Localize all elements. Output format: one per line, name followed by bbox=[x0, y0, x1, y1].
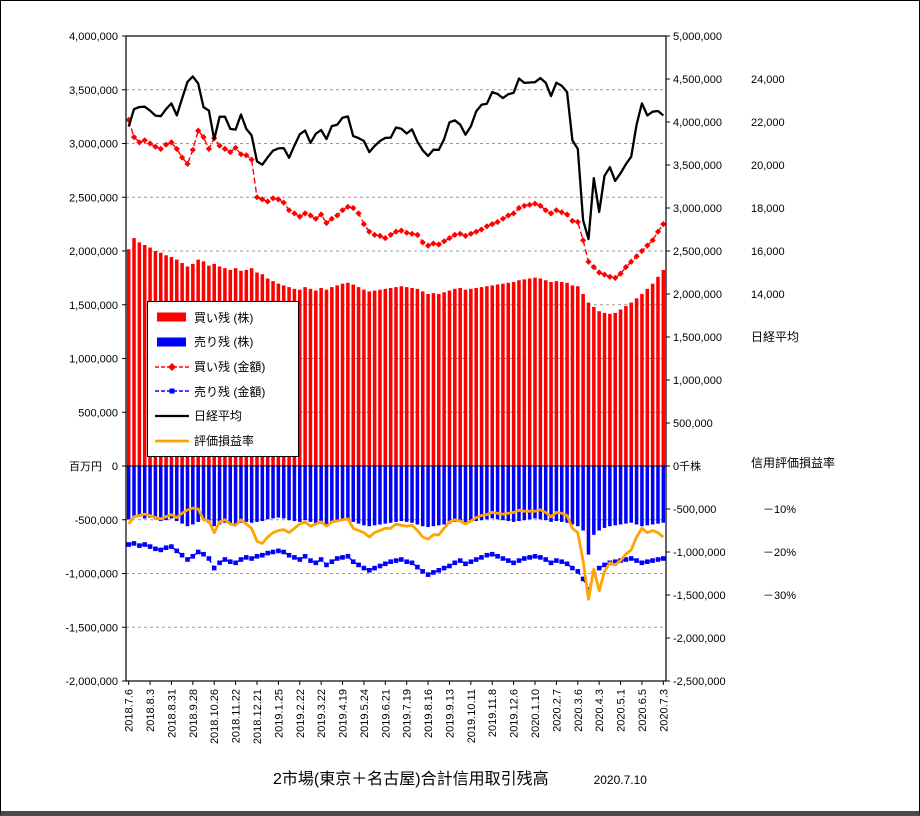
svg-text:24,000: 24,000 bbox=[751, 74, 785, 86]
svg-text:2020.3.6: 2020.3.6 bbox=[573, 689, 585, 732]
svg-text:2019.2.22: 2019.2.22 bbox=[295, 689, 307, 738]
svg-text:2020.4.3: 2020.4.3 bbox=[594, 689, 606, 732]
svg-text:2019.6.21: 2019.6.21 bbox=[380, 689, 392, 738]
svg-text:2018.12.21: 2018.12.21 bbox=[252, 689, 264, 744]
legend-label-nikkei: 日経平均 bbox=[194, 409, 243, 424]
svg-text:0: 0 bbox=[112, 461, 118, 473]
svg-text:2019.5.24: 2019.5.24 bbox=[359, 689, 371, 738]
chart-title: 2市場(東京＋名古屋)合計信用取引残高 bbox=[273, 771, 549, 788]
svg-text:2020.5.1: 2020.5.1 bbox=[616, 689, 628, 732]
svg-text:4,500,000: 4,500,000 bbox=[673, 74, 722, 86]
legend-item-sell-value: 売り残 (金額) bbox=[154, 379, 298, 403]
legend-item-nikkei: 日経平均 bbox=[154, 404, 298, 428]
svg-text:－10%: －10% bbox=[763, 504, 796, 516]
svg-text:-1,500,000: -1,500,000 bbox=[65, 622, 118, 634]
svg-text:14,000: 14,000 bbox=[751, 289, 785, 301]
svg-text:2018.9.28: 2018.9.28 bbox=[188, 689, 200, 738]
svg-text:－20%: －20% bbox=[763, 547, 796, 559]
red-bar-swatch-icon bbox=[157, 312, 186, 322]
chart-legend: 買い残 (株) 売り残 (株) 買い残 (金額) 売り残 (金額) bbox=[147, 301, 299, 457]
legend-label-buy-value: 買い残 (金額) bbox=[194, 360, 266, 375]
svg-text:2019.11.8: 2019.11.8 bbox=[487, 689, 499, 737]
svg-text:2020.1.10: 2020.1.10 bbox=[530, 689, 542, 738]
svg-text:-2,000,000: -2,000,000 bbox=[673, 633, 726, 645]
svg-text:0千株: 0千株 bbox=[673, 459, 701, 473]
legend-label-sell-shares: 売り残 (株) bbox=[194, 335, 254, 350]
svg-text:1,000,000: 1,000,000 bbox=[673, 375, 722, 387]
svg-text:2020.7.3: 2020.7.3 bbox=[658, 689, 670, 732]
legend-label-sell-value: 売り残 (金額) bbox=[194, 384, 266, 399]
svg-text:2018.7.6: 2018.7.6 bbox=[124, 689, 136, 732]
svg-text:20,000: 20,000 bbox=[751, 160, 785, 172]
svg-text:3,000,000: 3,000,000 bbox=[69, 139, 118, 151]
legend-item-buy-shares: 買い残 (株) bbox=[154, 305, 298, 329]
svg-text:4,000,000: 4,000,000 bbox=[69, 31, 118, 43]
title-bar: 2市場(東京＋名古屋)合計信用取引残高 2020.7.10 bbox=[1, 765, 919, 789]
svg-text:2019.12.6: 2019.12.6 bbox=[509, 689, 521, 738]
svg-text:2019.9.13: 2019.9.13 bbox=[445, 689, 457, 738]
svg-text:18,000: 18,000 bbox=[751, 203, 785, 215]
orange-line-swatch-icon bbox=[155, 439, 189, 443]
legend-label-buy-shares: 買い残 (株) bbox=[194, 310, 254, 325]
svg-text:2018.8.31: 2018.8.31 bbox=[166, 689, 178, 738]
svg-text:2019.8.16: 2019.8.16 bbox=[423, 689, 435, 738]
svg-text:4,000,000: 4,000,000 bbox=[673, 117, 722, 129]
svg-text:1,000,000: 1,000,000 bbox=[69, 354, 118, 366]
svg-text:2019.4.19: 2019.4.19 bbox=[338, 689, 350, 738]
svg-text:1,500,000: 1,500,000 bbox=[69, 300, 118, 312]
legend-label-valuation-ratio: 評価損益率 bbox=[194, 434, 255, 449]
svg-text:2,000,000: 2,000,000 bbox=[69, 246, 118, 258]
svg-text:16,000: 16,000 bbox=[751, 246, 785, 258]
svg-text:3,500,000: 3,500,000 bbox=[69, 85, 118, 97]
legend-item-sell-shares: 売り残 (株) bbox=[154, 330, 298, 354]
black-line-swatch-icon bbox=[155, 414, 189, 418]
svg-text:-500,000: -500,000 bbox=[75, 515, 118, 527]
legend-item-valuation-ratio: 評価損益率 bbox=[154, 429, 298, 453]
svg-text:2020.2.7: 2020.2.7 bbox=[551, 689, 563, 732]
svg-text:2019.10.11: 2019.10.11 bbox=[466, 689, 478, 743]
svg-text:2,500,000: 2,500,000 bbox=[69, 192, 118, 204]
svg-text:-500,000: -500,000 bbox=[673, 504, 716, 516]
red-dashed-diamond-swatch-icon bbox=[155, 362, 189, 371]
svg-text:-1,000,000: -1,000,000 bbox=[65, 569, 118, 581]
legend-item-buy-value: 買い残 (金額) bbox=[154, 355, 298, 379]
svg-text:2018.10.26: 2018.10.26 bbox=[209, 689, 221, 744]
svg-text:2018.11.22: 2018.11.22 bbox=[231, 689, 243, 743]
svg-text:500,000: 500,000 bbox=[673, 418, 713, 430]
svg-text:1,500,000: 1,500,000 bbox=[673, 332, 722, 344]
svg-text:－30%: －30% bbox=[763, 590, 796, 602]
svg-text:-2,000,000: -2,000,000 bbox=[65, 676, 118, 688]
svg-text:5,000,000: 5,000,000 bbox=[673, 31, 722, 43]
blue-bar-swatch-icon bbox=[157, 337, 186, 347]
svg-text:3,000,000: 3,000,000 bbox=[673, 203, 722, 215]
svg-text:2019.3.22: 2019.3.22 bbox=[316, 689, 328, 738]
svg-text:22,000: 22,000 bbox=[751, 117, 785, 129]
svg-text:500,000: 500,000 bbox=[78, 407, 118, 419]
blue-dashed-square-swatch-icon bbox=[155, 388, 189, 394]
svg-text:2019.7.19: 2019.7.19 bbox=[402, 689, 414, 738]
svg-text:2,500,000: 2,500,000 bbox=[673, 246, 722, 258]
svg-text:2,000,000: 2,000,000 bbox=[673, 289, 722, 301]
svg-text:2018.8.3: 2018.8.3 bbox=[145, 689, 157, 732]
svg-text:-2,500,000: -2,500,000 bbox=[673, 676, 726, 688]
svg-text:日経平均: 日経平均 bbox=[751, 330, 799, 344]
svg-text:2020.6.5: 2020.6.5 bbox=[637, 689, 649, 732]
svg-text:信用評価損益率: 信用評価損益率 bbox=[751, 455, 835, 470]
svg-text:-1,500,000: -1,500,000 bbox=[673, 590, 726, 602]
svg-text:百万円: 百万円 bbox=[69, 461, 102, 473]
chart-date: 2020.7.10 bbox=[593, 773, 647, 787]
svg-text:3,500,000: 3,500,000 bbox=[673, 160, 722, 172]
svg-text:2019.1.25: 2019.1.25 bbox=[273, 689, 285, 738]
svg-text:-1,000,000: -1,000,000 bbox=[673, 547, 726, 559]
